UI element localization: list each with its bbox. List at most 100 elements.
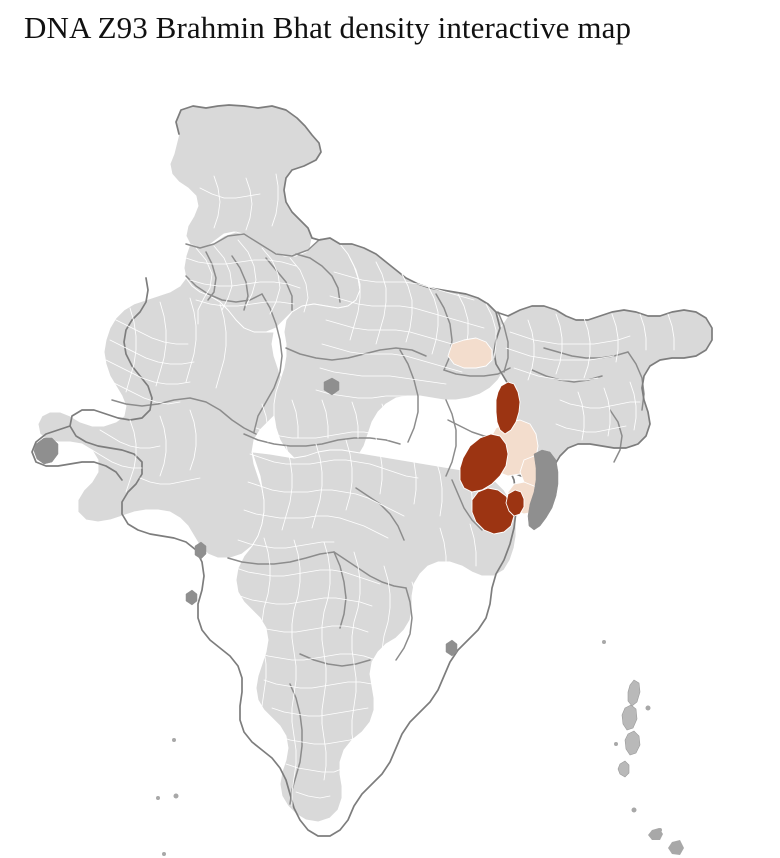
patch-north-border-a[interactable]: [323, 377, 340, 396]
islet-nicobar-b[interactable]: [668, 840, 684, 855]
district-lines-plain-k: [319, 367, 447, 385]
district-lines-central-c: [247, 481, 405, 517]
district-eastern-west-high[interactable]: [459, 433, 509, 493]
district-lines-west-f: [155, 301, 167, 387]
district-lines-south-c: [239, 595, 373, 607]
district-lines-north-h: [195, 299, 295, 307]
state-borders: [111, 233, 645, 805]
district-lines-west-e: [125, 307, 137, 393]
india-map-svg[interactable]: [0, 48, 780, 858]
state-border-up-mp: [285, 347, 427, 361]
district-lines-south-q: [439, 527, 447, 599]
district-lines-south-h: [277, 735, 361, 745]
district-lines-central-o: [351, 401, 359, 439]
district-lines-gujarat-f: [139, 477, 201, 485]
islet-lakshadweep-b[interactable]: [173, 793, 179, 799]
district-lines-south-p: [409, 581, 419, 667]
district-lines-plain-h: [329, 295, 485, 329]
district-lines-south-e: [255, 651, 377, 661]
islet-b[interactable]: [645, 705, 651, 711]
island-north-andaman[interactable]: [627, 679, 641, 707]
district-lines-ne-l: [603, 387, 611, 437]
region-central-deccan[interactable]: [235, 449, 517, 823]
district-lines-south-i: [285, 763, 345, 773]
district-lines-south-d: [247, 623, 369, 633]
district-lines-north-f: [185, 257, 297, 267]
island-south-andaman[interactable]: [624, 730, 641, 756]
district-lines-kashmir-b: [213, 175, 221, 229]
district-lines-kashmir-a: [199, 187, 261, 199]
islet-lakshadweep-a[interactable]: [156, 796, 160, 800]
district-eastern-sliver-high[interactable]: [505, 489, 525, 517]
islet-a[interactable]: [602, 640, 606, 644]
state-border-mp-chhattisgarh: [399, 349, 419, 443]
islet-c[interactable]: [614, 742, 618, 746]
island-middle-andaman[interactable]: [621, 704, 638, 731]
district-lines-central-h: [375, 437, 383, 495]
state-border-jk-hp: [185, 233, 320, 257]
district-lines-north-g: [189, 279, 301, 289]
district-lines-central-m: [291, 399, 299, 439]
district-lines-central-g: [345, 439, 353, 511]
district-lines-ne-n: [559, 399, 641, 409]
state-border-maharashtra-telangana: [355, 487, 405, 541]
district-lines-west-b: [109, 339, 195, 365]
patch-west-tip[interactable]: [33, 437, 59, 465]
district-lines-south-m: [321, 541, 331, 781]
islet-lakshadweep-d[interactable]: [172, 738, 176, 742]
islet-lakshadweep-c[interactable]: [162, 852, 166, 856]
state-border-mp-maharashtra: [243, 433, 401, 447]
state-border-telangana-ap: [333, 551, 407, 589]
district-lines-ne-h: [639, 313, 647, 351]
district-lines-north-b: [213, 245, 233, 311]
district-boundaries: [91, 173, 675, 807]
district-lines-south-n: [351, 551, 361, 749]
district-lines-south-b: [235, 567, 381, 585]
land-regions: [37, 104, 713, 823]
district-lines-north-e: [289, 257, 309, 313]
map-canvas[interactable]: [0, 48, 780, 858]
district-lines-ne-j: [655, 367, 663, 417]
district-lines-west-c: [105, 359, 191, 385]
district-eastern-south-high[interactable]: [471, 487, 515, 535]
district-lines-west-g: [185, 297, 197, 383]
district-north-plain-low[interactable]: [447, 337, 493, 369]
district-lines-plain-a: [349, 257, 361, 341]
district-lines-central-d: [243, 509, 389, 539]
district-lines-central-p: [381, 403, 389, 441]
region-jammu-kashmir[interactable]: [169, 104, 322, 257]
district-lines-ne-e: [555, 313, 563, 375]
islet-nicobar-a[interactable]: [648, 828, 663, 840]
kutch-coast-border: [31, 425, 123, 481]
island-little-andaman[interactable]: [617, 760, 630, 778]
highlighted-districts[interactable]: [447, 337, 555, 535]
patch-coromandel-coast[interactable]: [445, 639, 458, 657]
state-border-hp-punjab: [205, 251, 217, 301]
district-lines-north-d: [261, 247, 281, 315]
district-lines-west-d: [107, 379, 181, 405]
district-lines-ne-o: [555, 423, 627, 433]
district-lines-ne-a: [509, 331, 631, 345]
district-lines-plain-c: [401, 273, 413, 343]
district-lines-central-e: [281, 445, 293, 531]
state-border-karnataka-ap: [333, 551, 347, 629]
district-lines-kashmir-c: [245, 177, 253, 231]
district-lines-central-n: [321, 399, 329, 439]
state-border-up-bihar: [435, 293, 453, 371]
district-lines-ne-i: [667, 313, 675, 351]
patch-konkan-coast-b[interactable]: [185, 589, 198, 606]
lakshadweep-islands: [156, 738, 179, 856]
state-border-ap-tn: [395, 587, 413, 661]
patch-east-coast-delta[interactable]: [527, 449, 559, 531]
district-lines-gujarat-a: [99, 429, 161, 449]
district-eastern-north-high[interactable]: [495, 381, 521, 435]
district-lines-gujarat-c: [125, 419, 137, 493]
district-lines-west-h: [215, 303, 227, 389]
islet-d[interactable]: [631, 807, 637, 813]
patch-konkan-coast-a[interactable]: [194, 541, 207, 560]
district-lines-ne-g: [611, 313, 619, 363]
state-border-maharashtra-karnataka: [227, 551, 335, 565]
dark-gray-patches: [33, 377, 559, 657]
district-lines-west-a: [115, 319, 189, 345]
district-lines-gujarat-d: [159, 415, 167, 477]
